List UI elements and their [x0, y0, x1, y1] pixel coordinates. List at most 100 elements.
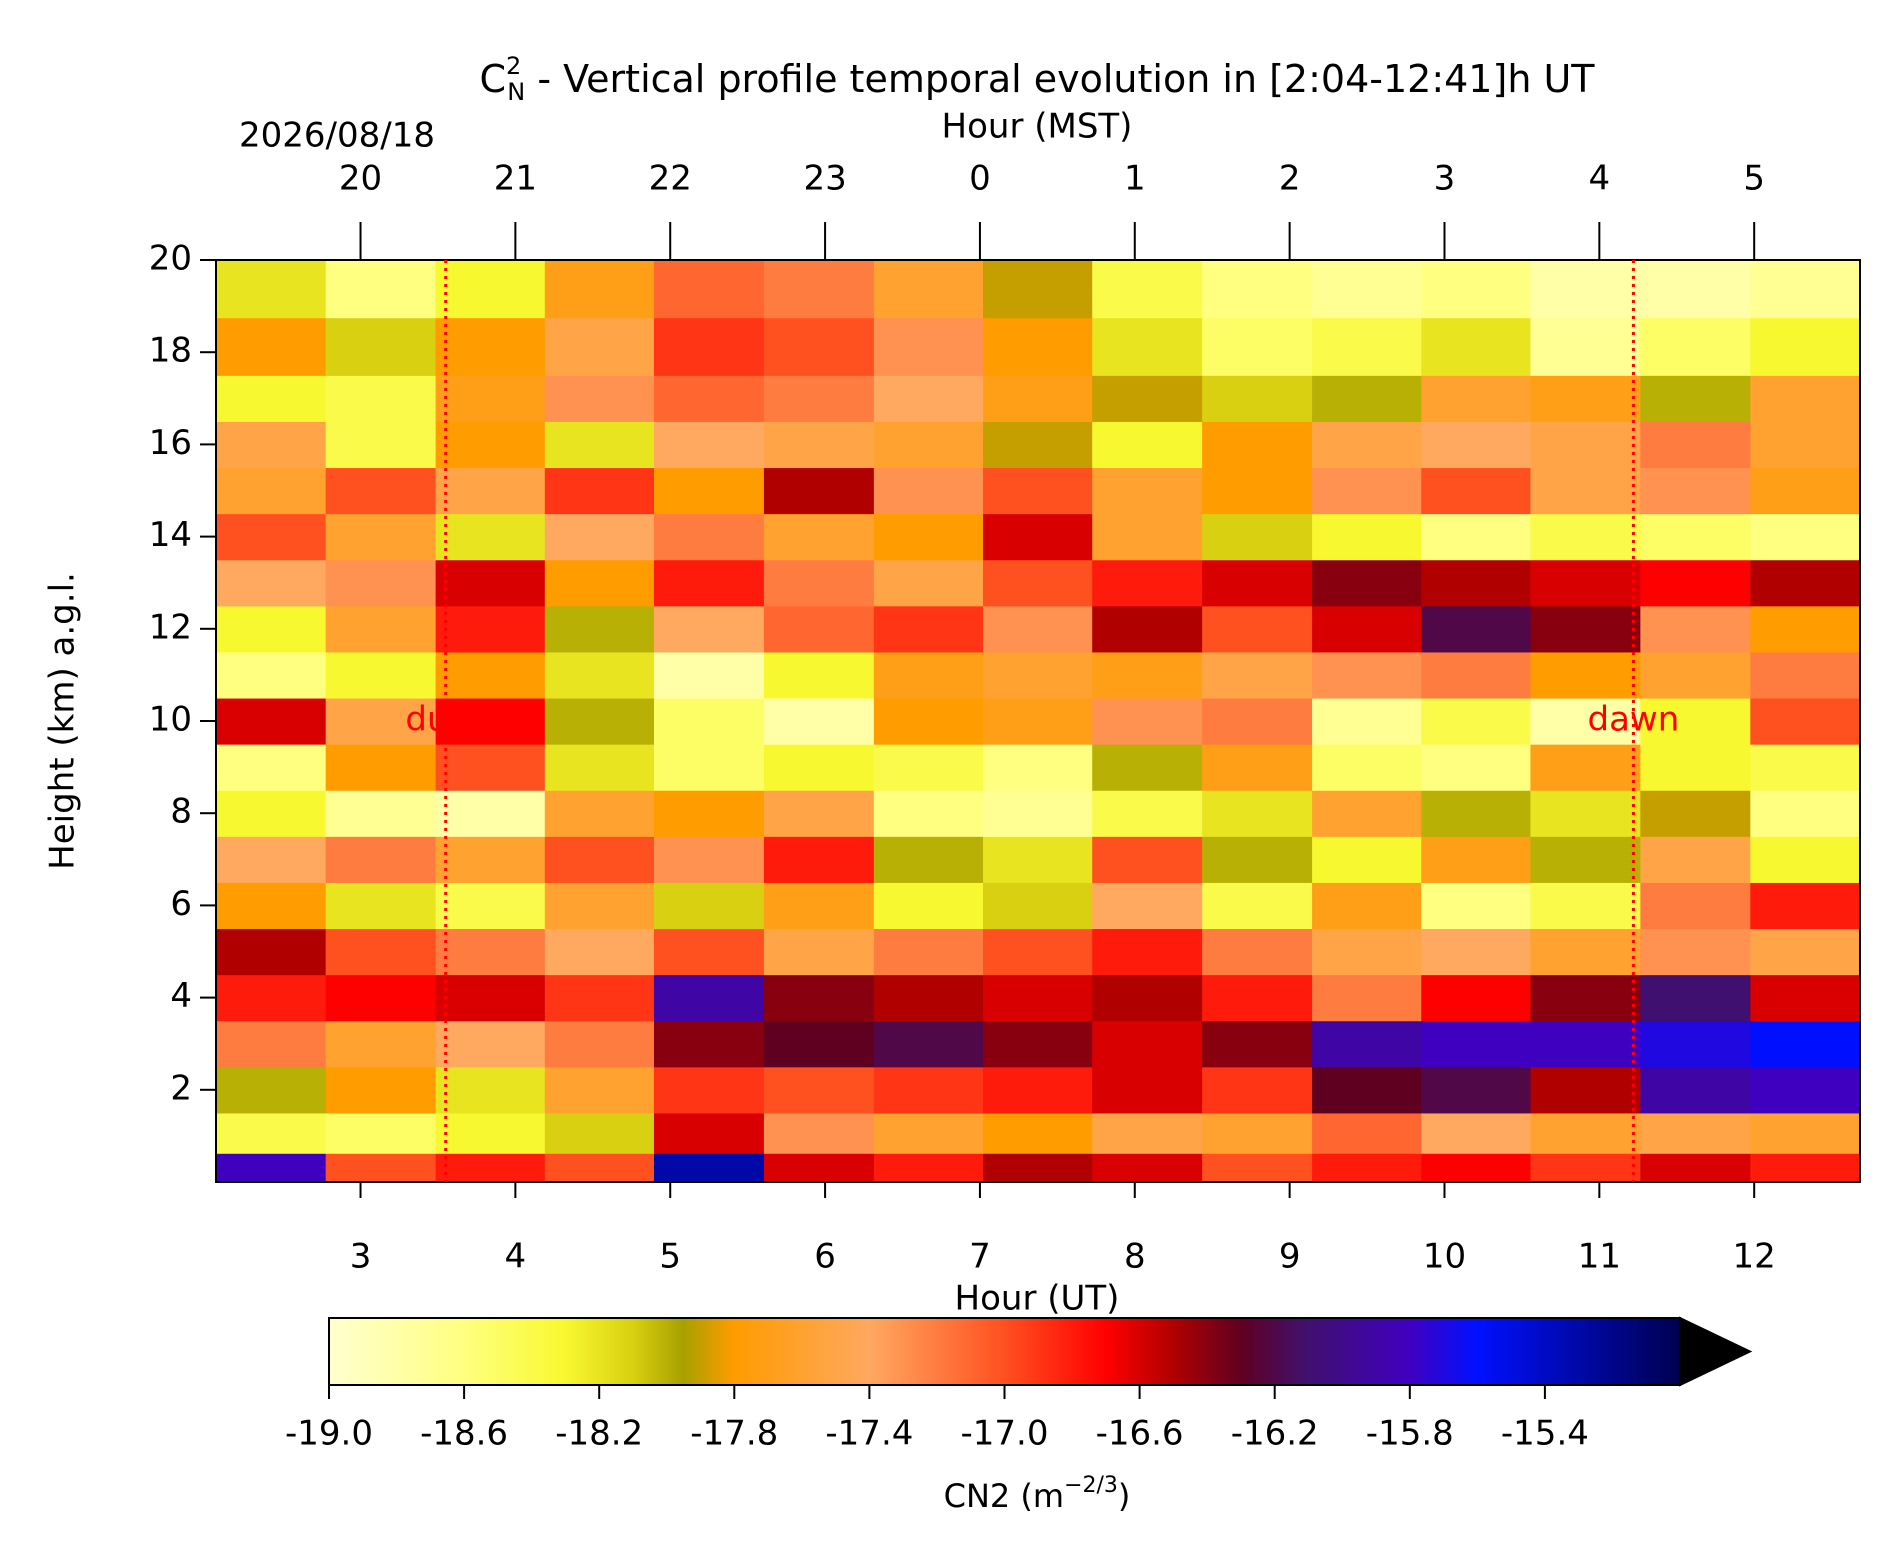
- heatmap-cell: [435, 559, 546, 607]
- heatmap-cell: [653, 1112, 765, 1154]
- heatmap-cell: [435, 1112, 546, 1154]
- heatmap-cell: [435, 744, 546, 791]
- heatmap-cell: [216, 1153, 327, 1183]
- heatmap-cell: [435, 651, 546, 699]
- heatmap-cell: [1312, 605, 1422, 653]
- colorbar-label-sup: −2/3: [1064, 1473, 1118, 1498]
- heatmap-cell: [983, 882, 1093, 930]
- heatmap-cell: [1421, 421, 1532, 469]
- heatmap-cell: [544, 974, 655, 1022]
- heatmap-cell: [1530, 1066, 1641, 1114]
- heatmap-cell: [1530, 513, 1641, 561]
- y-tick-label: 14: [149, 515, 192, 555]
- heatmap-cell: [435, 421, 546, 469]
- heatmap-cell: [1312, 513, 1422, 561]
- heatmap-cell: [873, 260, 984, 319]
- heatmap-cell: [1750, 790, 1861, 837]
- colorbar-tick-label: -18.6: [420, 1414, 508, 1454]
- heatmap-cell: [216, 882, 327, 930]
- heatmap-cell: [435, 790, 546, 837]
- heatmap-cell: [1421, 1066, 1532, 1114]
- heatmap-cell: [983, 1153, 1093, 1183]
- heatmap-cell: [1092, 1153, 1203, 1183]
- heatmap-cell: [983, 790, 1093, 837]
- heatmap-cell: [1092, 744, 1203, 791]
- heatmap-cell: [1530, 605, 1641, 653]
- heatmap-cell: [216, 605, 327, 653]
- x-tick-label: 5: [659, 1237, 681, 1277]
- heatmap-cell: [1750, 697, 1861, 745]
- heatmap-cell: [1202, 744, 1313, 791]
- heatmap-cell: [1202, 467, 1313, 515]
- x2-tick-label: 22: [649, 159, 692, 199]
- heatmap-cell: [1640, 513, 1751, 561]
- heatmap-cell: [763, 559, 875, 607]
- heatmap-cell: [1312, 260, 1422, 319]
- heatmap-cell: [763, 651, 875, 699]
- heatmap-cell: [763, 836, 875, 883]
- heatmap-cell: [325, 697, 437, 745]
- heatmap-cell: [1092, 1066, 1203, 1114]
- y-tick-label: 18: [149, 331, 192, 371]
- x2-tick-label: 1: [1124, 159, 1146, 199]
- heatmap-cell: [983, 836, 1093, 883]
- heatmap-cell: [1750, 882, 1861, 930]
- heatmap-cell: [1202, 1112, 1313, 1154]
- heatmap-cell: [1640, 651, 1751, 699]
- heatmap-cell: [1312, 651, 1422, 699]
- colorbar-tick-label: -16.2: [1231, 1414, 1319, 1454]
- heatmap-cell: [653, 928, 765, 976]
- colorbar: [328, 1317, 1681, 1386]
- heatmap-cell: [216, 1066, 327, 1114]
- heatmap-cell: [1640, 882, 1751, 930]
- heatmap-cell: [216, 1020, 327, 1068]
- heatmap-cell: [873, 790, 984, 837]
- heatmap-cell: [544, 651, 655, 699]
- heatmap-cell: [1640, 697, 1751, 745]
- heatmap-cell: [763, 467, 875, 515]
- heatmap-cell: [1092, 317, 1203, 376]
- heatmap-cell: [983, 974, 1093, 1022]
- heatmap-cell: [216, 467, 327, 515]
- y-axis-label: Height (km) a.g.l.: [43, 572, 83, 870]
- colorbar-tick-label: -15.8: [1366, 1414, 1454, 1454]
- heatmap-cell: [1312, 974, 1422, 1022]
- heatmap-cell: [1640, 744, 1751, 791]
- heatmap-cell: [1421, 697, 1532, 745]
- heatmap-cell: [544, 697, 655, 745]
- x2-tick-label: 20: [339, 159, 382, 199]
- heatmap-cell: [544, 1020, 655, 1068]
- heatmap-cell: [1092, 928, 1203, 976]
- x-tick-label: 12: [1733, 1237, 1776, 1277]
- heatmap-cell: [1750, 974, 1861, 1022]
- heatmap-cell: [1750, 928, 1861, 976]
- heatmap-cell: [873, 559, 984, 607]
- heatmap-cell: [1092, 375, 1203, 422]
- heatmap-cell: [1640, 421, 1751, 469]
- heatmap-cell: [1640, 559, 1751, 607]
- x-tick-label: 4: [505, 1237, 527, 1277]
- heatmap-cell: [1092, 651, 1203, 699]
- heatmap-cell: [1092, 605, 1203, 653]
- heatmap-cell: [983, 513, 1093, 561]
- heatmap-cell: [1530, 744, 1641, 791]
- heatmap-cell: [435, 928, 546, 976]
- heatmap-cell: [325, 882, 437, 930]
- heatmap: [216, 260, 1861, 1183]
- heatmap-cell: [435, 697, 546, 745]
- heatmap-cell: [1202, 260, 1313, 319]
- heatmap-cell: [216, 421, 327, 469]
- y-tick-label: 20: [149, 239, 192, 279]
- heatmap-cell: [1640, 1066, 1751, 1114]
- heatmap-cell: [325, 1066, 437, 1114]
- heatmap-cell: [873, 836, 984, 883]
- heatmap-cell: [216, 651, 327, 699]
- heatmap-cell: [1750, 559, 1861, 607]
- heatmap-cell: [983, 744, 1093, 791]
- event-label: dawn: [1588, 700, 1680, 740]
- heatmap-cell: [216, 928, 327, 976]
- heatmap-cell: [1202, 559, 1313, 607]
- heatmap-cell: [1421, 974, 1532, 1022]
- x-tick-label: 3: [350, 1237, 372, 1277]
- heatmap-cell: [216, 974, 327, 1022]
